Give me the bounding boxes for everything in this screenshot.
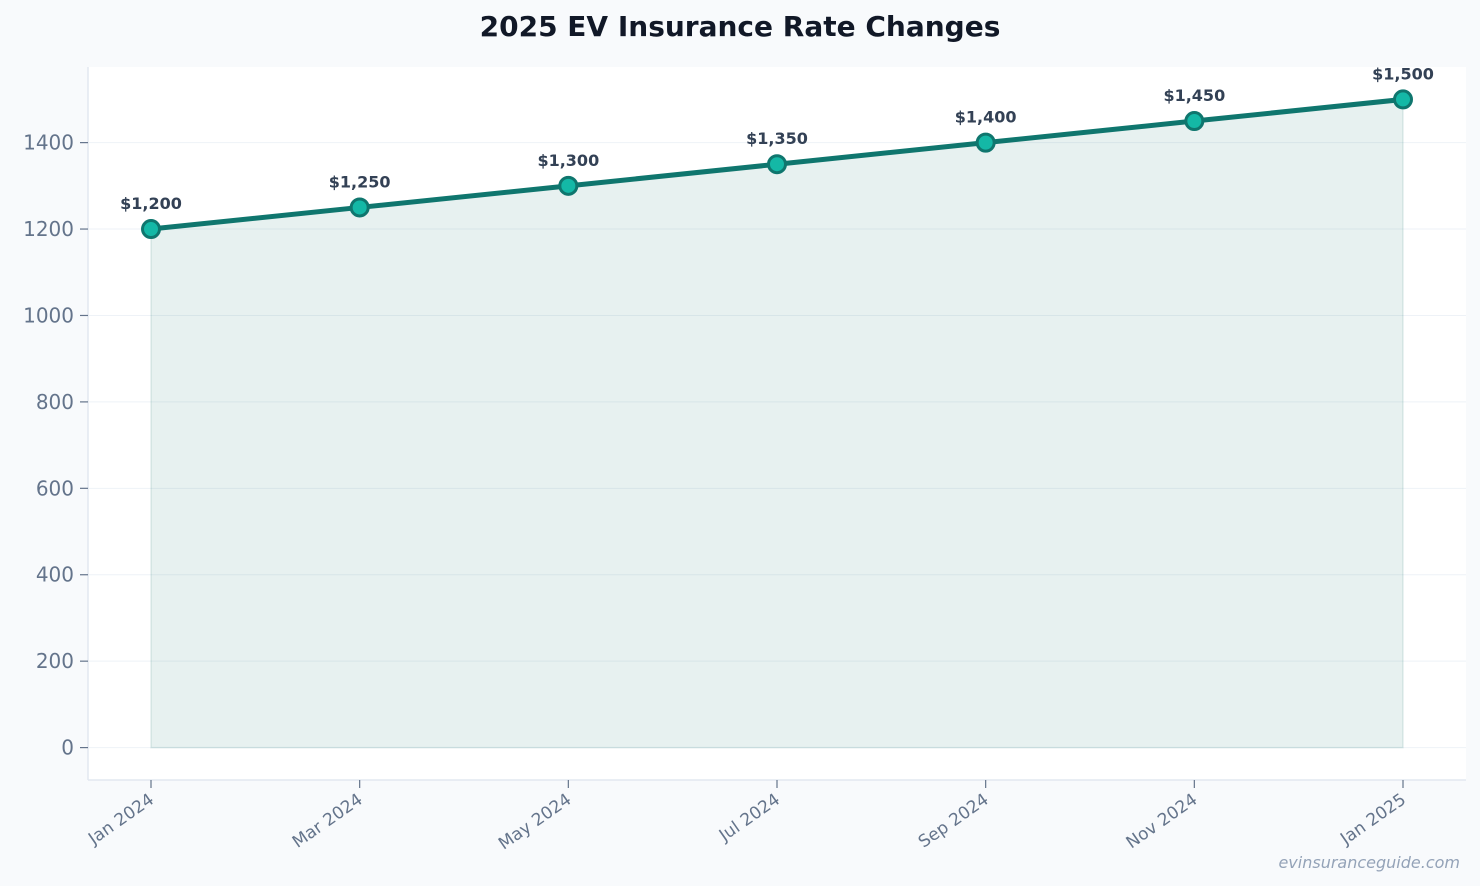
watermark: evinsuranceguide.com [1278, 853, 1460, 872]
data-label: $1,350 [746, 129, 808, 148]
y-tick-label: 800 [36, 390, 74, 414]
data-label: $1,450 [1163, 86, 1225, 105]
x-tick-label: Mar 2024 [289, 790, 367, 853]
x-tick-label: Nov 2024 [1123, 790, 1202, 853]
y-tick-label: 1000 [23, 303, 74, 327]
x-tick-label: Sep 2024 [915, 790, 993, 853]
x-tick-label: Jul 2024 [715, 790, 784, 847]
y-tick-label: 0 [61, 736, 74, 760]
data-label: $1,400 [955, 108, 1017, 127]
data-point [141, 219, 161, 240]
data-label: $1,300 [537, 151, 599, 170]
data-point [767, 154, 787, 175]
y-axis-ticks: 0 200 400 600 800 1000 1200 1400 [23, 131, 88, 760]
data-point [1393, 89, 1413, 110]
y-tick-label: 1200 [23, 217, 74, 241]
data-point [349, 197, 370, 218]
grid-lines [88, 142, 1466, 749]
data-label: $1,200 [120, 194, 182, 213]
x-tick-label: May 2024 [495, 790, 575, 854]
marker-layer [141, 89, 1413, 240]
x-tick-label: Jan 2025 [1336, 790, 1410, 850]
chart-title: 2025 EV Insurance Rate Changes [479, 10, 1001, 43]
data-point [558, 175, 579, 196]
x-axis-ticks: Jan 2024 Mar 2024 May 2024 Jul 2024 Sep 2024… [84, 780, 1410, 854]
y-tick-label: 400 [36, 563, 74, 587]
y-tick-label: 600 [36, 476, 74, 500]
y-tick-label: 200 [36, 649, 74, 673]
data-label: $1,250 [329, 172, 391, 191]
data-label: $1,500 [1372, 64, 1434, 83]
data-label-layer: $1,200 $1,250 $1,300 $1,350 $1,400 $1,450 $1,5… [120, 64, 1434, 213]
data-point [975, 132, 996, 153]
data-point [1184, 111, 1205, 132]
x-tick-label: Jan 2024 [84, 790, 158, 850]
y-tick-label: 1400 [23, 131, 74, 155]
